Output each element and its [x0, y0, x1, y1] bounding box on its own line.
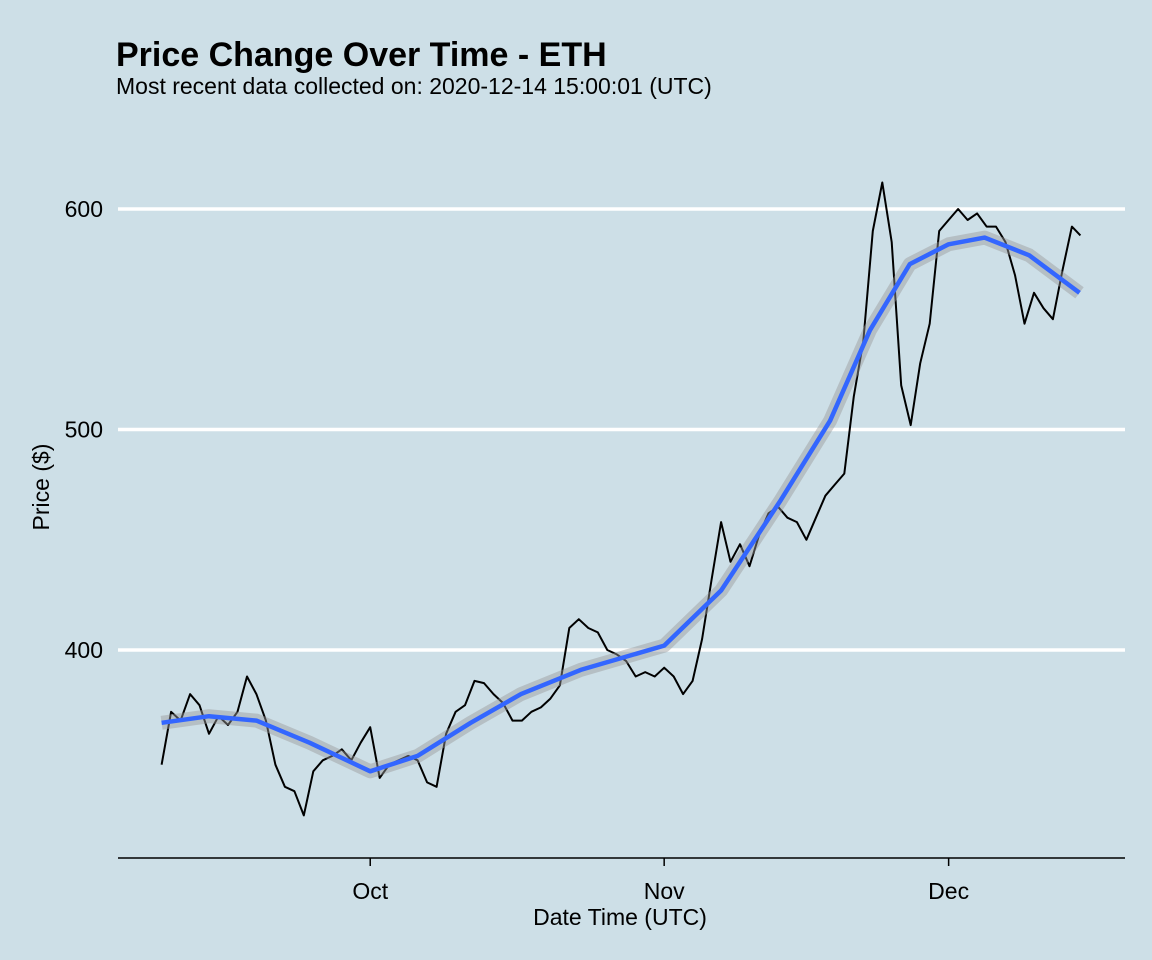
plot-area: 400 500 600 Oct Nov Dec [65, 181, 1125, 904]
x-tick-label: Dec [928, 878, 969, 904]
x-tick-label: Oct [352, 878, 388, 904]
y-axis-label: Price ($) [28, 444, 54, 531]
y-tick-label: 400 [65, 637, 103, 663]
trend-line [161, 235, 1081, 774]
y-tick-label: 600 [65, 196, 103, 222]
x-tick-label: Nov [644, 878, 685, 904]
x-axis-label: Date Time (UTC) [533, 904, 707, 930]
chart-title: Price Change Over Time - ETH [116, 36, 607, 74]
y-tick-label: 500 [65, 417, 103, 443]
chart-subtitle: Most recent data collected on: 2020-12-1… [116, 73, 712, 99]
